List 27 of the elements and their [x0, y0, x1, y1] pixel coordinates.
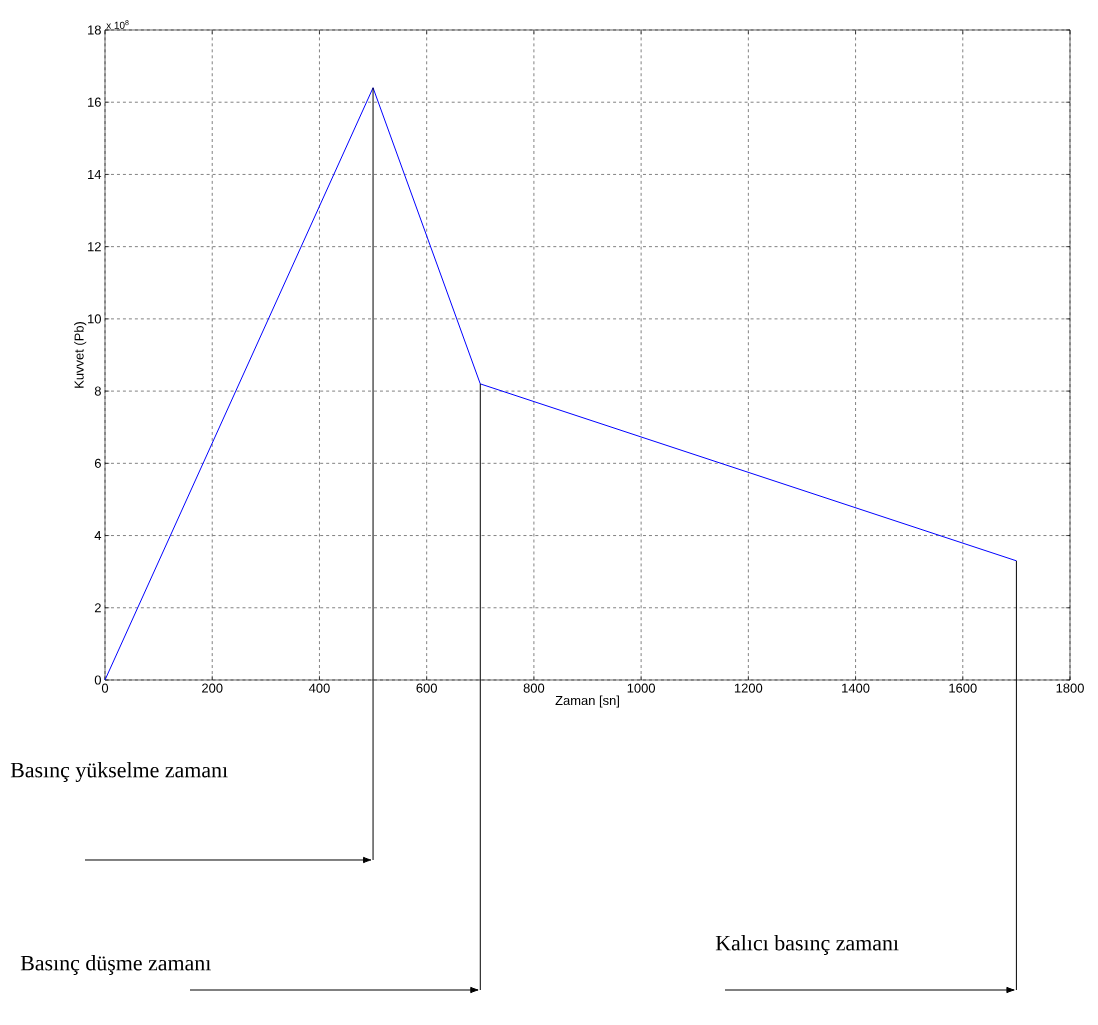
x-tick-label: 400 — [308, 683, 330, 693]
y-tick-label: 2 — [94, 603, 101, 613]
text: Basınç yükselme zamanı — [10, 762, 228, 782]
line-series — [104, 87, 1017, 681]
x-tick-label: 800 — [523, 683, 545, 693]
x-tick-label: 600 — [416, 683, 437, 693]
x-tick-label: 1800 — [1056, 683, 1084, 693]
y-axis-title: Kuvvet (Pb) — [74, 321, 87, 388]
y-tick-label: 10 — [88, 314, 101, 324]
y-tick-label: 12 — [88, 242, 101, 252]
text: Basınç düşme zamanı — [20, 955, 211, 975]
x-tick-label: 1400 — [842, 683, 870, 693]
y-tick-label: 16 — [88, 97, 101, 107]
text: x 10$^{8}$ — [106, 20, 129, 29]
x-tick-label: 200 — [202, 683, 223, 693]
y-tick-label: 4 — [94, 531, 102, 541]
x-tick-label: 1200 — [734, 683, 763, 693]
text: Kalıcı basınç zamanı — [715, 935, 899, 955]
x-tick-label: 0 — [101, 683, 109, 693]
y-tick-label: 6 — [94, 458, 101, 468]
x-axis-title: Zaman [sn] — [555, 695, 619, 708]
y-tick-label: 18 — [88, 25, 101, 35]
x-tick-label: 1000 — [627, 683, 656, 693]
y-tick-label: 14 — [88, 169, 102, 179]
x-tick-label: 1600 — [949, 683, 977, 693]
y-tick-label: 8 — [94, 386, 101, 396]
y-tick-label: 0 — [94, 675, 101, 685]
